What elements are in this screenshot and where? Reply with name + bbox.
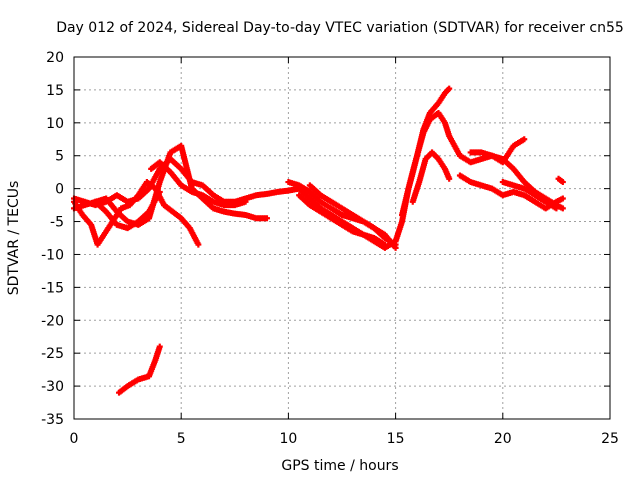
y-tick-label: -35 (41, 412, 64, 428)
x-axis-label: GPS time / hours (281, 458, 398, 474)
x-tick-label: 0 (70, 431, 79, 447)
x-tick-label: 20 (494, 431, 512, 447)
series-track-14 (555, 175, 566, 186)
y-tick-label: -30 (41, 379, 64, 395)
data-point (446, 175, 453, 182)
data-point (381, 241, 388, 248)
series-track-5 (148, 159, 249, 209)
x-tick-label: 10 (279, 431, 297, 447)
data-point (559, 195, 566, 202)
y-tick-label: -25 (41, 346, 64, 362)
data-marks (71, 85, 566, 396)
x-tick-label: 25 (601, 431, 619, 447)
data-point (156, 343, 163, 350)
x-tick-label: 15 (387, 431, 405, 447)
y-axis-label: SDTVAR / TECUs (6, 181, 22, 296)
series-track-8 (306, 182, 399, 251)
data-point (156, 188, 163, 195)
data-point (521, 136, 528, 143)
y-tick-label: -5 (50, 215, 64, 231)
y-tick-label: 20 (46, 50, 64, 66)
chart-title: Day 012 of 2024, Sidereal Day-to-day VTE… (56, 20, 624, 36)
data-point (446, 85, 453, 92)
series-track-7 (296, 192, 388, 248)
y-tick-label: 5 (55, 149, 64, 165)
data-point (559, 179, 566, 186)
y-tick-label: 10 (46, 116, 64, 132)
plot-frame (73, 56, 611, 420)
series-track-6 (285, 179, 399, 248)
series-track-13 (499, 179, 560, 212)
y-tick-label: -15 (41, 280, 64, 296)
data-point (195, 241, 202, 248)
series-track-10 (409, 149, 453, 205)
data-point (263, 215, 270, 222)
y-tick-label: 15 (46, 83, 64, 99)
y-tick-label: -10 (41, 247, 64, 263)
series-track-9 (399, 109, 566, 218)
series-track-12 (467, 136, 528, 166)
data-point (559, 205, 566, 212)
y-tick-label: -20 (41, 313, 64, 329)
series-track-4 (92, 188, 163, 232)
x-tick-label: 5 (177, 431, 186, 447)
series-track-15 (116, 343, 163, 396)
data-point (392, 244, 399, 251)
data-point (553, 205, 560, 212)
data-point (242, 198, 249, 205)
axis-ticks: 0 5 10 15 20 25 -35 -30 -25 -20 -15 -10 -5 0 5 10 15 20 (41, 50, 619, 447)
series-track-3 (71, 179, 202, 248)
y-tick-label: 0 (55, 182, 64, 198)
